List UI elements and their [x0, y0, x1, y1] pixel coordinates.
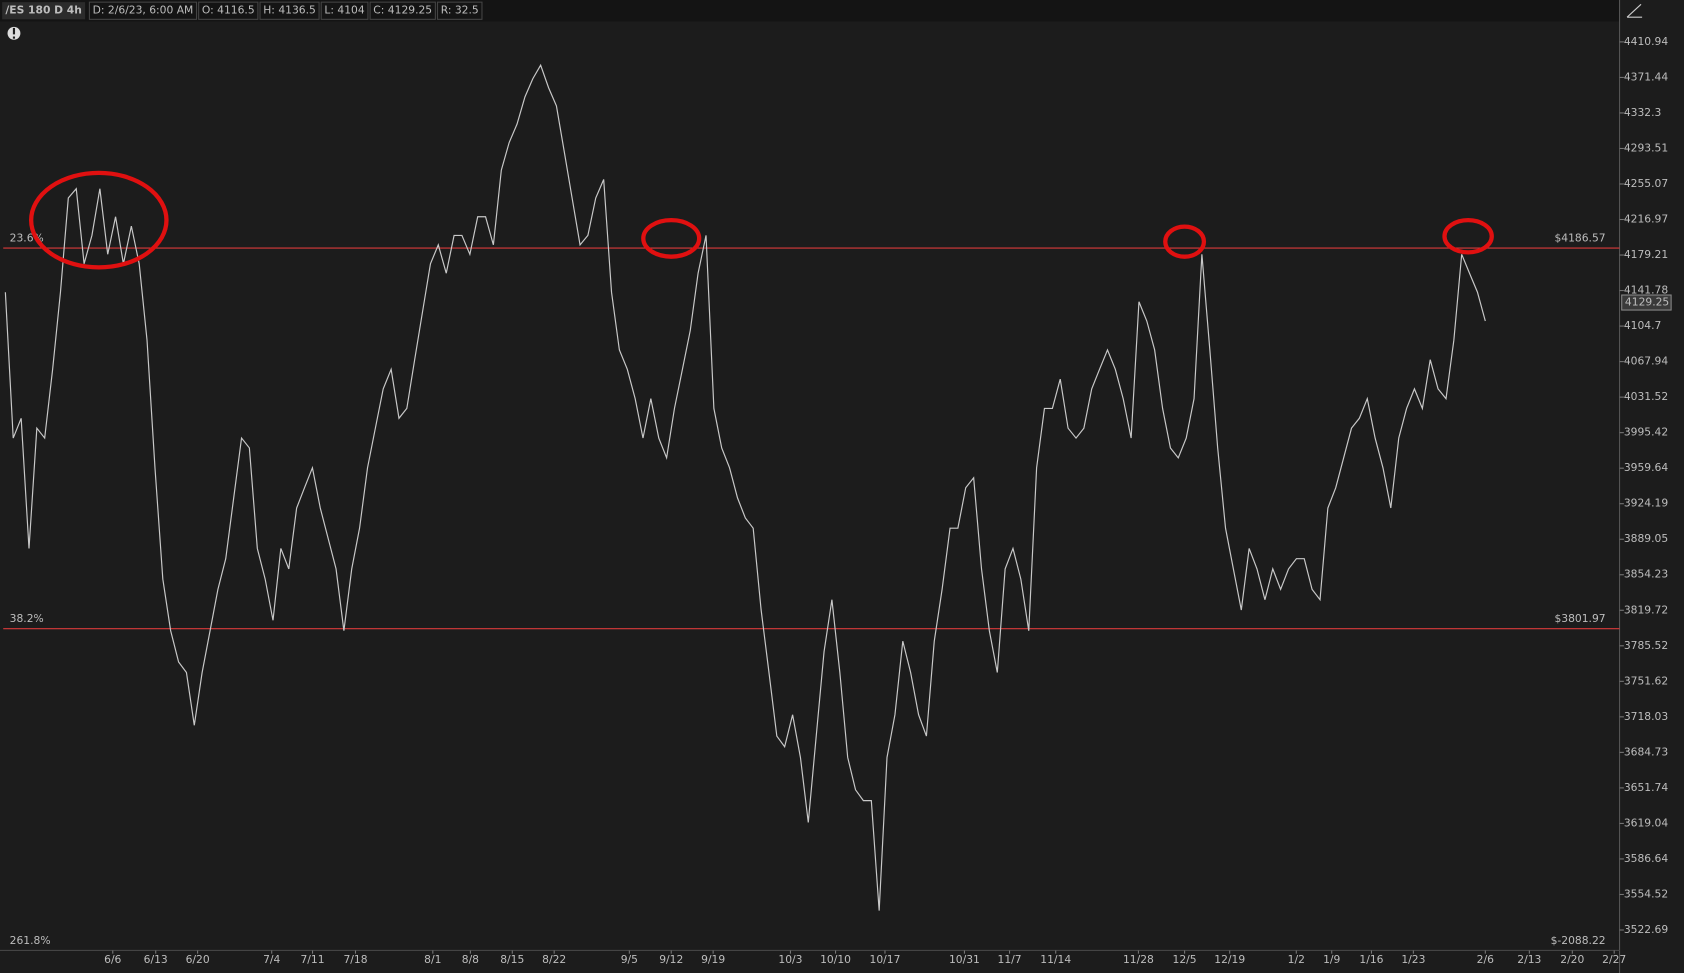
plot-area: 4410.94 4371.44 4332.3 4293.51 4255.07 4216.9…: [3, 35, 1672, 966]
header-field: R: 32.5: [441, 4, 479, 17]
y-tick-label: 3651.74: [1624, 781, 1669, 794]
y-tick-label: 3785.52: [1624, 639, 1668, 652]
y-tick-label: 3854.23: [1624, 568, 1668, 581]
fib-label: 38.2%: [10, 612, 44, 625]
y-tick-label: 4216.97: [1624, 213, 1668, 226]
header-field: C: 4129.25: [373, 4, 432, 17]
x-tick-label: 1/2: [1288, 953, 1305, 966]
x-tick-label: 10/31: [949, 953, 980, 966]
fib-label: 261.8%: [10, 934, 51, 947]
x-tick-label: 9/5: [621, 953, 638, 966]
alert-icon-mark: [12, 27, 16, 35]
y-tick-label: 4255.07: [1624, 177, 1668, 190]
symbol: /ES 180 D 4h: [5, 4, 82, 17]
x-tick-label: 10/17: [870, 953, 901, 966]
x-tick-label: 11/14: [1040, 953, 1071, 966]
header-field: O: 4116.5: [202, 4, 255, 17]
x-tick-label: 6/6: [104, 953, 121, 966]
y-tick-label: 3554.52: [1624, 887, 1668, 900]
x-tick-label: 12/19: [1214, 953, 1245, 966]
x-tick-label: 1/16: [1359, 953, 1383, 966]
x-tick-label: 2/20: [1560, 953, 1584, 966]
x-tick-label: 12/5: [1173, 953, 1197, 966]
drawing-tool-icon[interactable]: [1626, 3, 1643, 18]
header-field-box: [259, 1, 320, 20]
y-tick-label: 3924.19: [1624, 497, 1669, 510]
x-tick-label: 1/9: [1323, 953, 1340, 966]
y-tick-label: 4067.94: [1624, 355, 1669, 368]
y-tick-label: 4031.52: [1624, 390, 1668, 403]
highlight-circle: [1163, 224, 1207, 259]
x-tick-label: 7/11: [300, 953, 324, 966]
y-tick-label: 3522.69: [1624, 923, 1669, 936]
highlight-circle: [641, 218, 702, 259]
highlight-circle: [1442, 218, 1494, 255]
header-field-box: [198, 1, 259, 20]
x-tick-label: 11/28: [1123, 953, 1154, 966]
x-tick-label: 6/20: [186, 953, 210, 966]
y-tick-label: 3751.62: [1624, 674, 1668, 687]
y-tick-label: 3586.64: [1624, 852, 1669, 865]
header-field: D: 2/6/23, 6:00 AM: [93, 4, 194, 17]
x-tick-label: 9/12: [659, 953, 683, 966]
header-field: L: 4104: [324, 4, 364, 17]
x-tick-label: 1/23: [1401, 953, 1425, 966]
y-tick-label: 4410.94: [1624, 35, 1669, 48]
header-field-box: [436, 1, 483, 20]
y-tick-label: 3819.72: [1624, 603, 1668, 616]
alert-icon-dot: [12, 36, 16, 39]
fib-price-label: $-2088.22: [1551, 934, 1606, 947]
y-tick-label: 3684.73: [1624, 745, 1668, 758]
x-tick-label: 2/6: [1477, 953, 1494, 966]
y-tick-label: 3889.05: [1624, 532, 1668, 545]
y-tick-label: 4332.3: [1624, 106, 1662, 119]
x-tick-label: 11/7: [998, 953, 1022, 966]
x-tick-label: 8/1: [424, 953, 441, 966]
fib-price-label: $4186.57: [1554, 231, 1605, 244]
y-tick-label: 3619.04: [1624, 816, 1669, 829]
x-tick-label: 10/3: [778, 953, 802, 966]
header-field-box: [320, 1, 369, 20]
highlight-circle: [28, 170, 169, 270]
x-tick-label: 2/13: [1517, 953, 1541, 966]
x-tick-label: 8/8: [462, 953, 479, 966]
header-field-box: [369, 1, 436, 20]
y-tick-label: 3718.03: [1624, 710, 1668, 723]
x-tick-label: 8/22: [542, 953, 566, 966]
fib-price-label: $3801.97: [1554, 612, 1605, 625]
y-tick-label: 3995.42: [1624, 426, 1668, 439]
last-price-badge: [1621, 294, 1672, 311]
y-tick-label: 4141.78: [1624, 284, 1669, 297]
x-tick-label: 10/10: [820, 953, 851, 966]
price-line: [4, 63, 1486, 911]
x-tick-label: 7/4: [263, 953, 280, 966]
header-field: H: 4136.5: [263, 4, 316, 17]
x-tick-label: 8/15: [500, 953, 524, 966]
header-bar: [0, 0, 1620, 22]
y-tick-label: 4293.51: [1624, 141, 1668, 154]
last-price-label: 4129.25: [1625, 296, 1669, 309]
y-tick-label: 4179.21: [1624, 248, 1668, 261]
annotations: [28, 170, 1494, 270]
header-field-box: [88, 1, 198, 20]
x-tick-label: 2/27: [1602, 953, 1626, 966]
y-tick-label: 4371.44: [1624, 70, 1669, 83]
y-tick-label: 3959.64: [1624, 461, 1669, 474]
symbol-box: [2, 2, 86, 20]
x-tick-label: 7/18: [343, 953, 367, 966]
x-tick-label: 6/13: [144, 953, 168, 966]
x-tick-label: 9/19: [701, 953, 725, 966]
y-tick-label: 4104.7: [1624, 319, 1662, 332]
